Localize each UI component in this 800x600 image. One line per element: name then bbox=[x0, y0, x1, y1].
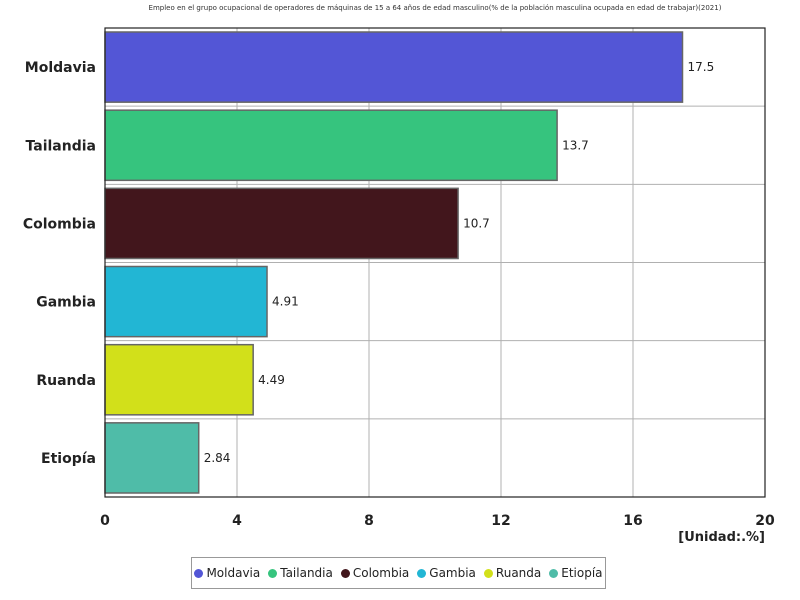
bar-0 bbox=[104, 31, 684, 103]
legend-label: Ruanda bbox=[495, 566, 542, 580]
legend: Moldavia Tailandia Colombia Gambia Ruanda Eti… bbox=[191, 557, 606, 589]
category-label: Colombia bbox=[23, 216, 96, 232]
bar-2 bbox=[104, 187, 459, 260]
data-label: 4.49 bbox=[258, 373, 285, 387]
bar-3 bbox=[104, 265, 268, 338]
legend-label: Colombia bbox=[352, 566, 410, 580]
data-label: 17.5 bbox=[688, 60, 715, 74]
legend-dot-icon bbox=[268, 568, 278, 578]
legend-item: Ruanda bbox=[483, 566, 542, 580]
data-label: 2.84 bbox=[204, 451, 231, 465]
legend-dot-icon bbox=[549, 568, 559, 578]
x-tick-label: 4 bbox=[232, 513, 242, 529]
legend-dot-icon bbox=[340, 568, 350, 578]
x-tick-label: 20 bbox=[755, 513, 775, 529]
legend-label: Etiopía bbox=[561, 566, 603, 580]
bar-1 bbox=[104, 109, 558, 182]
legend-item: Etiopía bbox=[549, 566, 603, 580]
category-label: Etiopía bbox=[41, 451, 96, 467]
legend-item: Moldavia bbox=[194, 566, 260, 580]
x-tick-label: 0 bbox=[100, 513, 110, 529]
plot-frame bbox=[104, 27, 766, 498]
bar-4 bbox=[104, 343, 254, 416]
legend-item: Colombia bbox=[340, 566, 410, 580]
category-label: Gambia bbox=[36, 295, 96, 311]
data-label: 10.7 bbox=[463, 216, 490, 230]
category-label: Tailandia bbox=[26, 138, 96, 154]
x-tick-label: 12 bbox=[491, 513, 510, 529]
category-label: Moldavia bbox=[25, 60, 96, 76]
x-tick-label: 8 bbox=[364, 513, 374, 529]
x-tick-label: 16 bbox=[623, 513, 642, 529]
legend-dot-icon bbox=[417, 568, 427, 578]
legend-label: Gambia bbox=[429, 566, 476, 580]
legend-dot-icon bbox=[483, 568, 493, 578]
legend-dot-icon bbox=[194, 568, 204, 578]
legend-label: Tailandia bbox=[280, 566, 333, 580]
bar-5 bbox=[104, 422, 200, 494]
chart-title: Empleo en el grupo ocupacional de operad… bbox=[148, 4, 722, 12]
data-label: 13.7 bbox=[562, 138, 589, 152]
category-label: Ruanda bbox=[36, 373, 96, 389]
legend-item: Gambia bbox=[417, 566, 476, 580]
legend-item: Tailandia bbox=[268, 566, 333, 580]
legend-label: Moldavia bbox=[206, 566, 261, 580]
data-label: 4.91 bbox=[272, 295, 299, 309]
unit-label: [Unidad:.%] bbox=[678, 530, 765, 545]
